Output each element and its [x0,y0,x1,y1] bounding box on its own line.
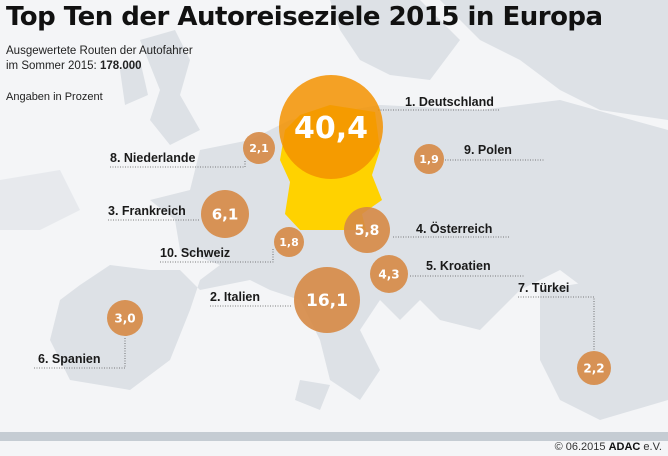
destination-label: 6. Spanien [38,352,101,366]
copyright: © 06.2015 [554,441,609,453]
destination-label: 9. Polen [464,143,512,157]
bubble-value: 4,3 [378,267,399,281]
bubble-value: 1,8 [279,236,299,249]
bubbles: 40,4 16,1 6,1 5,8 4,3 3,0 2,2 2,1 1,9 1,8 [107,75,611,385]
bubble-7 [243,132,275,164]
bubble-3 [344,207,390,253]
destination-label: 2. Italien [210,290,261,304]
bubble-0 [279,75,383,179]
leader-line [34,338,126,369]
bubble-1 [294,267,360,333]
bubble-value: 40,4 [294,111,368,146]
page-title: Top Ten der Autoreiseziele 2015 in Europ… [6,2,603,32]
subtitle-total: 178.000 [99,60,142,72]
bubble-value: 3,0 [114,311,135,325]
bubble-value: 1,9 [419,153,439,166]
unit-note: Angaben in Prozent [6,91,103,103]
subtitle: Ausgewertete Routen der Autofahrer im So… [6,44,193,74]
bubble-value: 16,1 [306,291,348,311]
bubble-value: 6,1 [212,205,239,223]
subtitle-line-2: im Sommer 2015: 178.000 [6,59,193,74]
bubble-value: 2,2 [583,361,604,375]
destination-label: 1. Deutschland [405,95,494,109]
bubble-value: 2,1 [249,142,269,155]
bubble-6 [577,351,611,385]
leader-line [518,296,595,350]
brand-suffix: e.V. [640,441,662,453]
leader-lines [34,109,595,369]
leader-line [110,160,246,168]
subtitle-line-1: Ausgewertete Routen der Autofahrer [6,45,193,57]
subtitle-prefix: im Sommer 2015: [6,60,100,72]
destination-label: 4. Österreich [416,222,493,236]
destination-label: 8. Niederlande [110,151,196,165]
destination-label: 10. Schweiz [160,246,231,260]
bottom-bar [0,432,668,441]
bubble-5 [107,300,143,336]
bubble-2 [201,190,249,238]
footer: © 06.2015 ADAC e.V. [555,441,662,453]
bubble-4 [370,255,408,293]
bubble-value: 5,8 [355,223,380,239]
bubble-8 [414,144,444,174]
leader-line [160,248,274,263]
destination-label: 7. Türkei [518,281,570,295]
destination-label: 5. Kroatien [426,259,491,273]
destination-label: 3. Frankreich [108,204,186,218]
bubble-9 [274,227,304,257]
brand: ADAC [608,441,641,453]
